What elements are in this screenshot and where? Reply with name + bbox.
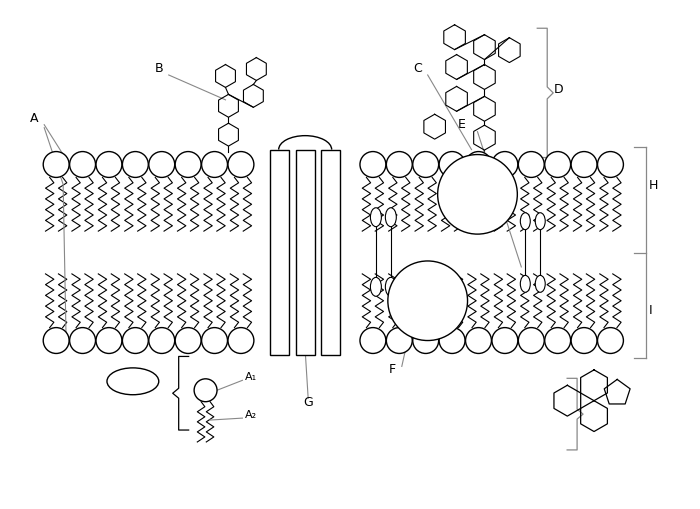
Circle shape (518, 152, 544, 178)
Circle shape (439, 152, 465, 178)
Circle shape (228, 152, 254, 178)
Circle shape (466, 152, 491, 178)
Ellipse shape (520, 275, 531, 292)
Circle shape (439, 328, 465, 353)
Circle shape (466, 328, 491, 353)
Circle shape (194, 379, 217, 402)
Circle shape (598, 152, 624, 178)
Circle shape (438, 155, 517, 234)
Text: E: E (458, 118, 466, 131)
Circle shape (518, 328, 544, 353)
Circle shape (69, 152, 95, 178)
Circle shape (69, 328, 95, 353)
Circle shape (545, 328, 570, 353)
Circle shape (43, 328, 69, 353)
Circle shape (122, 152, 148, 178)
Text: G: G (303, 396, 313, 409)
Circle shape (413, 152, 439, 178)
Text: H: H (649, 179, 658, 192)
Circle shape (202, 328, 228, 353)
Circle shape (571, 328, 597, 353)
Circle shape (413, 328, 439, 353)
Text: B: B (155, 62, 163, 75)
Circle shape (386, 152, 412, 178)
Text: F: F (389, 363, 396, 376)
Circle shape (149, 328, 175, 353)
Circle shape (492, 152, 518, 178)
Circle shape (386, 328, 412, 353)
Text: A₁: A₁ (244, 372, 256, 382)
Circle shape (388, 261, 468, 341)
Ellipse shape (520, 213, 531, 230)
Circle shape (545, 152, 570, 178)
Circle shape (122, 328, 148, 353)
Circle shape (360, 328, 386, 353)
Text: A₂: A₂ (244, 410, 256, 420)
Circle shape (175, 152, 201, 178)
Circle shape (96, 152, 122, 178)
Bar (321, 150, 340, 355)
Ellipse shape (386, 208, 396, 227)
Text: A: A (30, 112, 38, 125)
Circle shape (598, 328, 624, 353)
Ellipse shape (386, 277, 396, 296)
Circle shape (43, 152, 69, 178)
Circle shape (492, 328, 518, 353)
Ellipse shape (370, 277, 382, 296)
Text: D: D (554, 83, 564, 96)
Circle shape (228, 328, 254, 353)
Circle shape (149, 152, 175, 178)
Ellipse shape (536, 213, 545, 230)
Bar (295, 150, 314, 355)
Circle shape (360, 152, 386, 178)
Text: C: C (414, 62, 422, 75)
Text: I: I (649, 304, 652, 317)
Ellipse shape (536, 275, 545, 292)
Circle shape (571, 152, 597, 178)
Bar (270, 150, 289, 355)
Ellipse shape (370, 208, 382, 227)
Circle shape (202, 152, 228, 178)
Circle shape (175, 328, 201, 353)
Ellipse shape (107, 368, 159, 395)
Circle shape (96, 328, 122, 353)
